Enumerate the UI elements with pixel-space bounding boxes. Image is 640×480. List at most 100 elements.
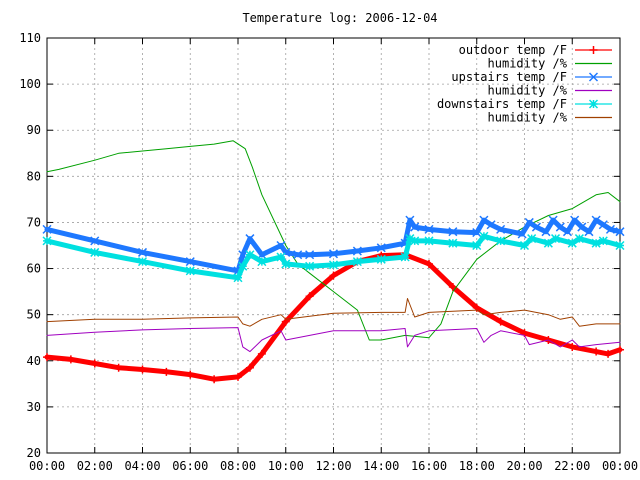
- data-point: [615, 240, 625, 251]
- x-tick-label: 08:00: [220, 459, 256, 473]
- data-point: [376, 243, 386, 253]
- data-point: [185, 257, 195, 267]
- legend-label: humidity /%: [488, 57, 568, 71]
- series-5: [46, 298, 621, 327]
- data-point: [496, 224, 506, 234]
- data-point: [570, 215, 580, 225]
- data-point: [400, 252, 410, 262]
- data-point: [281, 259, 291, 269]
- y-tick-label: 60: [27, 262, 41, 276]
- data-point: [352, 246, 362, 256]
- data-point: [616, 345, 624, 354]
- data-point: [257, 257, 267, 267]
- x-tick-label: 02:00: [77, 459, 113, 473]
- data-point: [574, 234, 584, 244]
- x-tick-label: 00:00: [29, 459, 65, 473]
- data-point: [524, 217, 534, 227]
- data-point: [605, 224, 615, 234]
- data-point: [424, 224, 434, 234]
- data-point: [448, 227, 458, 237]
- x-tick-label: 16:00: [411, 459, 447, 473]
- data-point: [567, 238, 577, 248]
- legend-label: upstairs temp /F: [451, 70, 567, 84]
- data-point: [486, 220, 496, 230]
- data-point: [584, 227, 594, 237]
- series-2: [42, 215, 625, 276]
- data-point: [562, 227, 573, 237]
- data-point: [137, 257, 148, 267]
- data-point: [42, 236, 52, 246]
- data-point: [615, 227, 625, 237]
- series-3: [46, 327, 621, 353]
- data-point: [238, 261, 248, 271]
- data-point: [592, 347, 601, 356]
- data-point: [329, 271, 338, 280]
- data-point: [541, 227, 551, 237]
- data-point: [448, 238, 458, 248]
- data-point: [479, 215, 489, 225]
- data-point: [604, 349, 613, 358]
- data-point: [479, 231, 489, 241]
- data-point: [448, 283, 457, 291]
- data-point: [496, 317, 505, 326]
- x-tick-label: 00:00: [602, 459, 638, 473]
- legend-label: humidity /%: [488, 111, 568, 125]
- data-point: [210, 375, 219, 384]
- data-point: [305, 261, 315, 271]
- x-tick-label: 20:00: [506, 459, 542, 473]
- x-tick-label: 14:00: [363, 459, 399, 473]
- grid-lines: [47, 38, 620, 453]
- data-point: [472, 228, 482, 238]
- legend-marker: [588, 72, 599, 82]
- x-tick-label: 18:00: [459, 459, 495, 473]
- y-tick-label: 20: [27, 446, 41, 460]
- data-point: [376, 254, 386, 264]
- data-point: [517, 229, 527, 239]
- data-point: [305, 250, 315, 260]
- data-point: [293, 250, 303, 260]
- data-point: [568, 342, 577, 351]
- data-point: [591, 238, 601, 248]
- data-series: [42, 140, 625, 384]
- data-point: [405, 234, 415, 244]
- x-tick-label: 12:00: [315, 459, 351, 473]
- data-point: [328, 249, 339, 259]
- data-point: [472, 240, 482, 251]
- data-point: [555, 222, 565, 232]
- y-tick-label: 70: [27, 215, 41, 229]
- data-point: [114, 363, 123, 372]
- data-point: [186, 370, 195, 379]
- data-point: [519, 240, 530, 251]
- legend-label: humidity /%: [488, 84, 568, 98]
- data-point: [598, 236, 608, 246]
- data-point: [410, 236, 420, 246]
- y-tick-label: 30: [27, 400, 41, 414]
- data-point: [90, 247, 100, 257]
- data-point: [598, 220, 608, 230]
- data-point: [551, 234, 561, 244]
- data-point: [591, 215, 601, 225]
- data-point: [233, 273, 243, 283]
- data-point: [424, 236, 434, 246]
- chart-title: Temperature log: 2006-12-04: [242, 11, 437, 25]
- data-point: [234, 372, 242, 381]
- data-point: [577, 222, 587, 232]
- y-tick-label: 80: [27, 169, 41, 183]
- data-point: [185, 266, 195, 276]
- data-point: [352, 257, 362, 267]
- data-point: [548, 215, 558, 225]
- x-tick-label: 22:00: [554, 459, 590, 473]
- data-point: [425, 259, 433, 268]
- series-0: [43, 250, 624, 384]
- data-point: [90, 359, 99, 368]
- y-tick-label: 40: [27, 354, 41, 368]
- series-4: [42, 231, 625, 283]
- data-point: [245, 363, 254, 372]
- legend-marker: [588, 99, 599, 109]
- data-point: [276, 252, 286, 262]
- series-line: [46, 327, 621, 353]
- x-tick-label: 04:00: [124, 459, 160, 473]
- data-point: [162, 367, 171, 376]
- x-tick-label: 10:00: [268, 459, 304, 473]
- data-point: [276, 240, 286, 251]
